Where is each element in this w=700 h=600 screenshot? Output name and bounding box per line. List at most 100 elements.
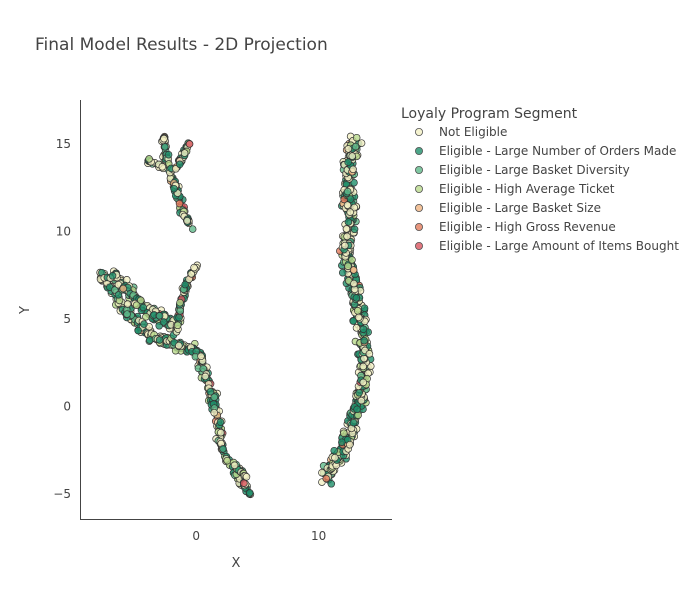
data-point [173,321,182,330]
data-point [181,280,189,289]
data-point [348,256,356,264]
legend-label: Eligible - Large Basket Diversity [439,163,630,177]
legend-marker [414,146,423,155]
data-point [158,163,167,171]
y-axis-title: Y [18,306,33,315]
data-point [175,313,183,322]
data-point [349,317,358,325]
data-point [331,453,339,462]
data-point [183,217,191,225]
data-point [343,187,352,196]
data-point [365,350,374,358]
data-point [327,480,336,488]
legend-label: Eligible - High Gross Revenue [439,220,616,234]
data-point [134,326,142,335]
y-tick-label: 15 [56,137,71,151]
data-point [359,378,368,387]
data-point [242,473,251,481]
x-axis-title: X [232,556,241,571]
data-point [175,199,184,208]
data-point [161,143,169,151]
data-point [344,262,352,270]
legend-label: Eligible - High Average Ticket [439,182,615,196]
data-point [145,155,153,163]
data-point [170,184,178,193]
data-point [360,336,368,345]
data-point [180,149,189,157]
data-point [353,307,362,315]
legend-marker [414,222,423,231]
data-point [139,303,148,312]
data-point [140,320,148,328]
data-point [357,139,366,147]
data-point [344,145,353,153]
points-layer [96,132,375,499]
data-point [342,225,351,233]
data-point [123,310,131,318]
data-point [216,418,225,426]
data-point [357,396,366,405]
data-point [318,468,326,477]
data-point [114,291,123,299]
data-point [246,489,254,497]
data-point [360,304,369,312]
data-point [346,440,354,449]
data-point [142,313,150,321]
data-point [119,284,127,293]
data-point [353,405,361,414]
data-point [210,393,219,401]
data-point [350,225,359,234]
data-point [159,318,168,326]
data-point [346,208,354,216]
y-tick-label: 0 [63,399,71,413]
legend-title: Loyaly Program Segment [401,106,578,122]
data-point [240,479,248,487]
data-point [343,232,351,241]
data-point [230,461,239,470]
y-tick-label: −5 [53,487,71,501]
legend-marker [414,241,423,250]
data-point [352,294,361,302]
data-point [187,270,196,278]
data-point [351,142,360,151]
data-point [223,456,231,465]
data-point [188,225,197,233]
data-point [123,300,132,308]
data-point [155,312,164,320]
data-point [160,134,168,143]
legend-label: Eligible - Large Amount of Items Bought [439,239,679,253]
data-point [197,352,205,361]
data-point [108,272,117,280]
data-point [185,140,194,148]
data-point [349,266,358,274]
legend-label: Eligible - Large Number of Orders Made [439,144,676,158]
data-point [201,372,210,381]
data-point [346,195,355,203]
data-point [137,296,145,305]
data-point [344,218,353,226]
data-point [344,158,352,166]
data-point [338,268,347,277]
data-point [210,408,218,417]
y-tick-label: 5 [63,312,71,326]
data-point [355,389,363,397]
legend-marker [414,184,423,193]
data-point [340,429,348,437]
data-point [330,446,338,455]
legend-marker [414,165,423,174]
data-point [217,428,225,437]
data-point [132,301,141,309]
data-point [341,241,349,250]
data-point [176,160,184,169]
data-point [349,418,358,427]
data-point [164,150,173,159]
y-ticks: −5 0 5 10 15 [53,137,71,501]
legend: Loyaly Program Segment Not Eligible Eligi… [401,106,679,253]
data-point [111,286,119,294]
y-tick-label: 10 [56,224,71,238]
data-point [348,152,356,160]
x-ticks: 0 10 [192,529,326,543]
data-point [343,201,352,209]
legend-label: Eligible - Large Basket Size [439,201,601,215]
